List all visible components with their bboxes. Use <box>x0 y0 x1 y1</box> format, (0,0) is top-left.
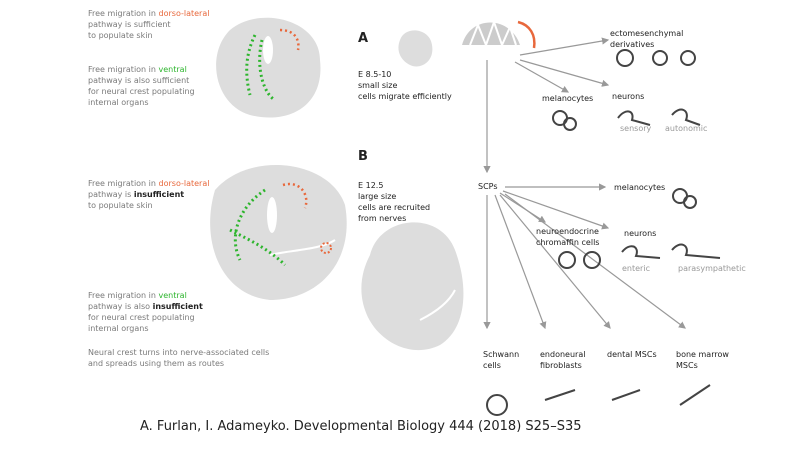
note-segment: pathway is also <box>88 302 153 311</box>
note-segment: insufficient <box>134 190 184 199</box>
note-segment: to populate skin <box>88 201 153 210</box>
note-line: Free migration in dorso-lateral <box>88 9 209 18</box>
note-line: Free migration in ventral <box>88 65 187 74</box>
embryo-large <box>361 222 464 351</box>
stage-text: small size <box>358 81 397 90</box>
note-segment: Free migration in <box>88 65 159 74</box>
note-line: pathway is insufficient <box>88 190 184 199</box>
cell-label: dental MSCs <box>607 350 657 359</box>
stage-text: E 12.5 <box>358 181 383 190</box>
note-segment: insufficient <box>153 302 203 311</box>
cell-label: chromaffin cells <box>536 238 599 247</box>
cell-label: bone marrow <box>676 350 729 359</box>
citation: A. Furlan, I. Adameyko. Developmental Bi… <box>140 419 582 434</box>
cell-label: MSCs <box>676 361 698 370</box>
cell-label: Schwann <box>483 350 519 359</box>
note-line: to populate skin <box>88 201 153 210</box>
note-segment: for neural crest populating <box>88 87 195 96</box>
note-line: and spreads using them as routes <box>88 359 224 368</box>
stage-text: from nerves <box>358 214 406 223</box>
stage-text: cells are recruited <box>358 203 430 212</box>
cell-label: melanocytes <box>542 94 593 103</box>
cell-sublabel: parasympathetic <box>678 264 746 273</box>
note-segment: ventral <box>159 65 187 74</box>
cell-label: cells <box>483 361 501 370</box>
panel-label: A <box>358 31 368 46</box>
note-segment: pathway is <box>88 190 134 199</box>
note-segment: and spreads using them as routes <box>88 359 224 368</box>
note-line: to populate skin <box>88 31 153 40</box>
note-line: for neural crest populating <box>88 87 195 96</box>
cell-label: derivatives <box>610 40 654 49</box>
note-line: pathway is sufficient <box>88 20 171 29</box>
note-line: Neural crest turns into nerve-associated… <box>88 348 269 357</box>
cell-label: neurons <box>624 229 656 238</box>
blob-b <box>210 164 347 300</box>
cell-icons <box>486 49 721 416</box>
note-segment: dorso-lateral <box>159 9 210 18</box>
cell-label: ectomesenchymal <box>610 29 683 38</box>
note-line: internal organs <box>88 98 149 107</box>
note-segment: for neural crest populating <box>88 313 195 322</box>
note-line: pathway is also insufficient <box>88 302 203 311</box>
cell-label: neuroendocrine <box>536 227 599 236</box>
panel-label: B <box>358 149 368 164</box>
note-line: pathway is also sufficient <box>88 76 189 85</box>
note-line: internal organs <box>88 324 149 333</box>
stage-text: cells migrate efficiently <box>358 92 452 101</box>
stage-text: E 8.5-10 <box>358 70 391 79</box>
cell-sublabel: enteric <box>622 264 650 273</box>
embryo-small <box>398 30 433 67</box>
note-segment: internal organs <box>88 324 149 333</box>
cell-label: fibroblasts <box>540 361 582 370</box>
arrows <box>483 37 686 330</box>
note-segment: Free migration in <box>88 9 159 18</box>
cell-sublabel: autonomic <box>665 124 707 133</box>
scps-label: SCPs <box>478 182 498 191</box>
cell-label: endoneural <box>540 350 585 359</box>
note-segment: Neural crest turns into nerve-associated… <box>88 348 269 357</box>
cell-label: melanocytes <box>614 183 665 192</box>
note-line: for neural crest populating <box>88 313 195 322</box>
note-segment: pathway is also sufficient <box>88 76 189 85</box>
stage-text: large size <box>358 192 396 201</box>
note-segment: pathway is sufficient <box>88 20 171 29</box>
texts: Free migration in dorso-lateral pathway i… <box>88 9 746 434</box>
note-segment: ventral <box>159 291 187 300</box>
cell-label: neurons <box>612 92 644 101</box>
note-segment: to populate skin <box>88 31 153 40</box>
note-segment: Free migration in <box>88 179 159 188</box>
note-line: Free migration in ventral <box>88 291 187 300</box>
note-line: Free migration in dorso-lateral <box>88 179 209 188</box>
cell-sublabel: sensory <box>620 124 652 133</box>
blob-a <box>216 17 321 118</box>
note-segment: dorso-lateral <box>159 179 210 188</box>
neural-tube <box>462 18 536 49</box>
note-segment: Free migration in <box>88 291 159 300</box>
note-segment: internal organs <box>88 98 149 107</box>
